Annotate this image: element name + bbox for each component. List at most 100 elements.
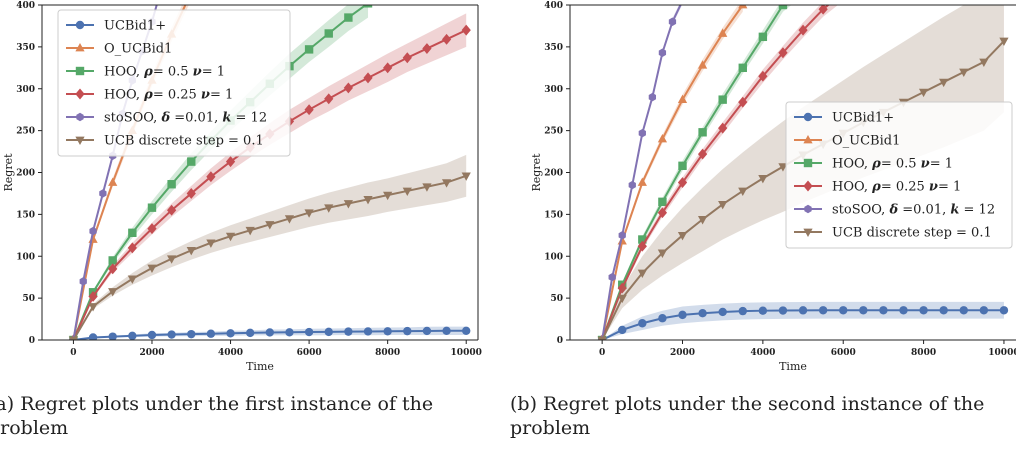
x-tick-label: 2000 bbox=[670, 348, 695, 358]
x-axis-label: Time bbox=[779, 360, 807, 373]
legend-marker bbox=[803, 228, 813, 238]
data-point bbox=[899, 306, 908, 315]
data-point bbox=[778, 5, 788, 10]
data-point bbox=[108, 177, 118, 186]
data-point bbox=[167, 255, 177, 264]
data-point bbox=[128, 228, 137, 237]
data-point bbox=[265, 221, 275, 230]
series-stosoo bbox=[598, 5, 683, 340]
data-point bbox=[677, 94, 688, 103]
data-point bbox=[284, 215, 295, 224]
data-point bbox=[879, 306, 888, 315]
legend-label: O_UCBid1 bbox=[104, 42, 172, 57]
data-point bbox=[658, 197, 667, 207]
legend-marker bbox=[803, 112, 813, 122]
data-point bbox=[718, 307, 727, 317]
data-point bbox=[187, 329, 196, 339]
y-tick-label: 400 bbox=[544, 1, 563, 11]
chart-regret-instance-2: 0 2000 4000 6000 8000 10000 0 50 100 150 200 250 300… bbox=[530, 1, 1016, 373]
caption-b-line2: problem bbox=[510, 417, 591, 439]
data-point bbox=[798, 24, 808, 36]
data-point bbox=[157, 5, 158, 6]
data-point bbox=[324, 327, 333, 337]
data-point bbox=[617, 282, 627, 294]
data-point bbox=[285, 328, 294, 337]
data-point bbox=[383, 62, 393, 74]
data-point bbox=[186, 187, 196, 199]
data-point bbox=[658, 314, 667, 323]
data-point bbox=[324, 93, 334, 105]
chart-regret-instance-1: 0 2000 4000 6000 8000 10000 0 50 100 150 200 250 300… bbox=[2, 1, 482, 373]
data-point bbox=[617, 294, 627, 304]
data-point bbox=[758, 32, 768, 42]
data-point bbox=[698, 128, 707, 137]
data-point bbox=[383, 191, 393, 201]
legend-label: HOO, ρ= 0.5 ν= 1 bbox=[104, 65, 225, 80]
data-point bbox=[919, 306, 928, 315]
y-tick-label: 150 bbox=[16, 210, 35, 220]
data-point bbox=[89, 226, 97, 236]
data-point bbox=[597, 336, 607, 340]
x-axis-label: Time bbox=[246, 360, 274, 373]
caption-a-line2: problem bbox=[0, 417, 69, 439]
data-point bbox=[304, 327, 314, 337]
data-point bbox=[225, 232, 236, 242]
data-point bbox=[637, 269, 647, 279]
legend-entry: HOO, ρ= 0.25 ν= 1 bbox=[794, 180, 961, 195]
data-point bbox=[68, 336, 79, 340]
data-point bbox=[441, 179, 452, 188]
data-point bbox=[167, 330, 176, 339]
data-point bbox=[778, 163, 788, 172]
legend-entry: UCB discrete step = 0.1 bbox=[794, 226, 992, 241]
data-point bbox=[461, 24, 471, 36]
legend-marker bbox=[75, 42, 85, 52]
data-point bbox=[608, 272, 616, 282]
data-point bbox=[127, 242, 137, 254]
data-point bbox=[206, 171, 216, 183]
y-tick-label: 100 bbox=[544, 252, 563, 262]
data-point bbox=[758, 70, 768, 82]
data-point bbox=[147, 264, 157, 274]
data-point bbox=[402, 52, 412, 64]
data-point bbox=[999, 37, 1009, 47]
legend-marker bbox=[75, 136, 85, 146]
data-point bbox=[147, 330, 157, 340]
data-point bbox=[778, 306, 788, 315]
x-tick-label: 4000 bbox=[750, 348, 775, 358]
data-point bbox=[88, 333, 98, 340]
caption-b-line1: (b) Regret plots under the second instan… bbox=[510, 393, 985, 415]
data-point bbox=[798, 306, 808, 315]
legend-entry: stoSOO, δ =0.01, k = 12 bbox=[794, 203, 995, 218]
y-axis-label: Regret bbox=[530, 153, 543, 192]
y-tick-label: 200 bbox=[16, 169, 35, 179]
data-point bbox=[638, 319, 647, 328]
data-point bbox=[657, 207, 668, 219]
y-tick-label: 50 bbox=[550, 294, 563, 304]
plot-area bbox=[68, 5, 471, 340]
data-point bbox=[108, 263, 118, 275]
data-point bbox=[363, 5, 373, 8]
y-tick-label: 300 bbox=[16, 85, 35, 95]
legend-box bbox=[785, 101, 1013, 249]
legend-entry: HOO, ρ= 0.5 ν= 1 bbox=[794, 157, 953, 172]
y-tick-label: 100 bbox=[16, 252, 35, 262]
data-point bbox=[697, 148, 708, 160]
data-point bbox=[638, 128, 646, 138]
data-point bbox=[187, 157, 196, 166]
data-point bbox=[682, 5, 683, 6]
legend-marker bbox=[803, 158, 813, 168]
data-point bbox=[718, 200, 728, 210]
x-tick-label: 6000 bbox=[831, 348, 856, 358]
data-point bbox=[918, 88, 929, 98]
series-ucbid1- bbox=[69, 326, 471, 340]
caption-b: (b) Regret plots under the second instan… bbox=[510, 392, 984, 440]
data-point bbox=[206, 329, 216, 338]
legend-entry: stoSOO, δ =0.01, k = 12 bbox=[66, 111, 267, 126]
data-point bbox=[718, 122, 728, 134]
figure: 0 2000 4000 6000 8000 10000050100150200250300… bbox=[2, 1, 1016, 373]
series-line bbox=[601, 5, 744, 340]
data-point bbox=[304, 209, 314, 218]
y-axis-label: Regret bbox=[2, 153, 15, 192]
data-point bbox=[127, 275, 137, 284]
data-point bbox=[79, 277, 87, 286]
